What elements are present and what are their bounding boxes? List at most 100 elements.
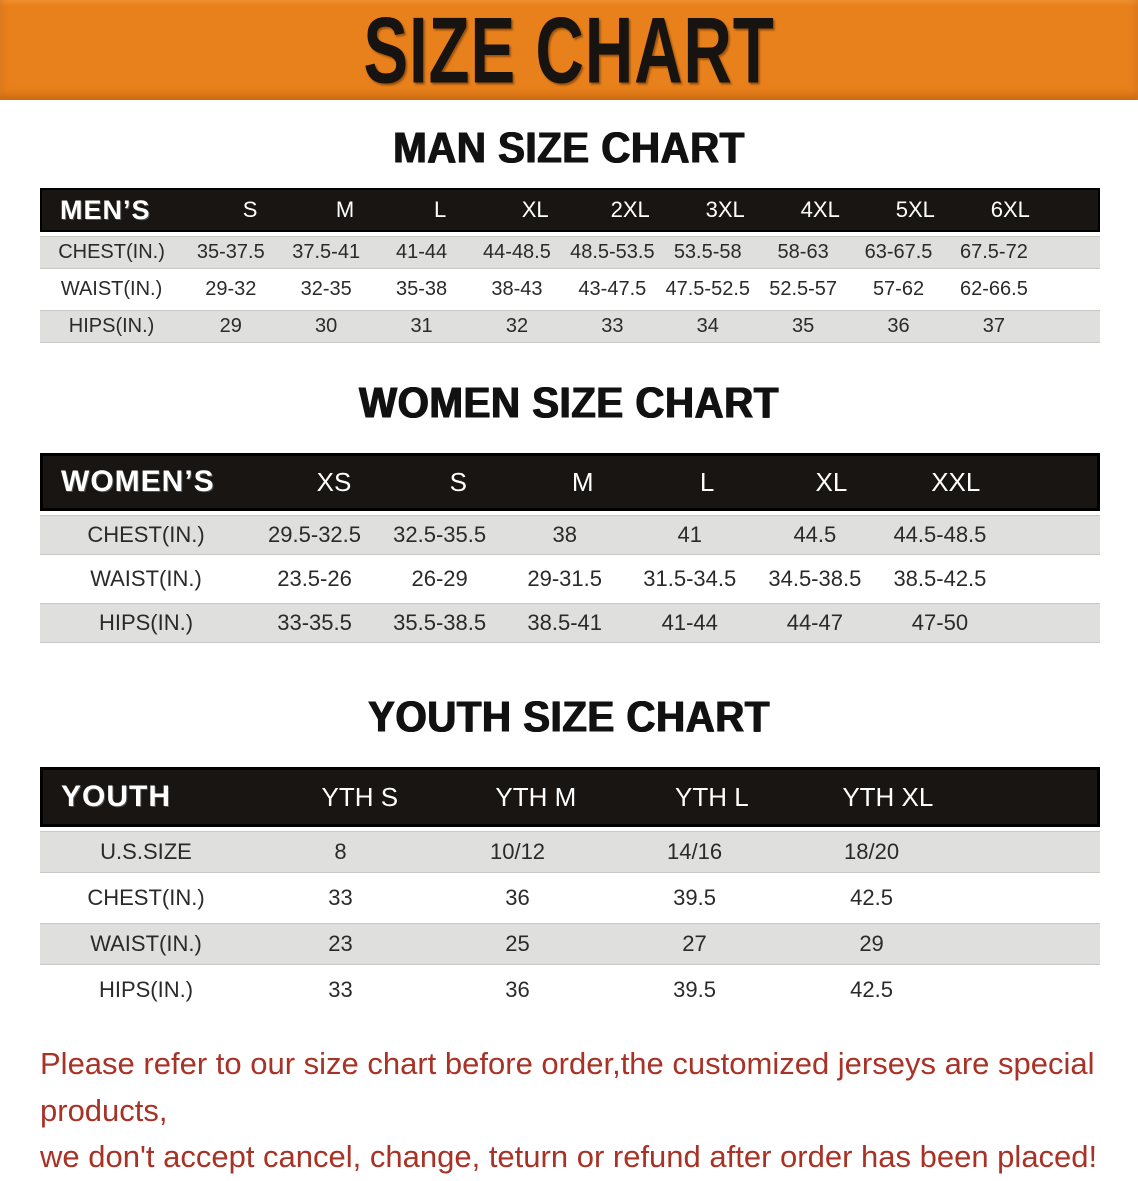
size-value-cell: 41-44 xyxy=(395,241,448,263)
table-row: U.S.SIZE 8 10/12 14/16 18/20 xyxy=(40,831,1100,873)
size-value-cell: 38.5-41 xyxy=(527,610,602,635)
women-size-section: WOMEN SIZE CHART WOMEN’S XS S M L XL XXL CHEST(… xyxy=(0,378,1138,643)
size-value-cell: 29-31.5 xyxy=(527,566,602,591)
size-value-cell: 41 xyxy=(677,522,703,547)
women-size-heading: WOMEN SIZE CHART xyxy=(359,378,779,427)
size-value-cell: 33 xyxy=(601,315,624,337)
row-label: CHEST(IN.) xyxy=(87,522,205,547)
table-row: HIPS(IN.) 33 36 39.5 42.5 xyxy=(40,969,1100,1011)
man-size-heading: MAN SIZE CHART xyxy=(393,123,745,172)
row-label: CHEST(IN.) xyxy=(87,885,205,910)
size-column-header: 4XL xyxy=(800,197,840,222)
size-value-cell: 43-47.5 xyxy=(578,278,647,300)
size-value-cell: 32 xyxy=(505,315,529,337)
table-header-row: WOMEN’S XS S M L XL XXL xyxy=(40,453,1100,511)
size-value-cell: 35.5-38.5 xyxy=(393,610,487,635)
size-value-cell: 31.5-34.5 xyxy=(643,566,737,591)
size-value-cell: 33 xyxy=(328,977,353,1002)
size-value-cell: 47.5-52.5 xyxy=(665,278,750,300)
size-value-cell: 44.5 xyxy=(793,522,837,547)
size-value-cell: 18/20 xyxy=(844,839,900,864)
size-value-cell: 36 xyxy=(887,315,910,337)
size-value-cell: 39.5 xyxy=(673,977,716,1002)
size-column-header: 3XL xyxy=(705,197,745,222)
size-column-header: XL xyxy=(521,197,549,222)
size-value-cell: 25 xyxy=(505,931,530,956)
row-label: WAIST(IN.) xyxy=(60,278,163,300)
man-size-section: MAN SIZE CHART MEN’S S M L XL 2XL 3XL 4XL 5XL 6XL… xyxy=(0,123,1138,343)
size-value-cell: 26-29 xyxy=(411,566,468,591)
size-column-header: YTH S xyxy=(321,781,399,812)
size-value-cell: 44-48.5 xyxy=(483,241,551,263)
size-value-cell: 58-63 xyxy=(777,241,829,263)
size-value-cell: 42.5 xyxy=(850,885,893,910)
size-column-header: M xyxy=(335,197,355,222)
disclaimer-line-2: we don't accept cancel, change, teturn o… xyxy=(40,1139,1098,1174)
row-label: WAIST(IN.) xyxy=(90,566,202,591)
size-value-cell: 23 xyxy=(328,931,353,956)
size-value-cell: 34.5-38.5 xyxy=(768,566,862,591)
size-column-header: XL xyxy=(815,466,848,497)
table-row: CHEST(IN.) 33 36 39.5 42.5 xyxy=(40,877,1100,919)
size-value-cell: 35-37.5 xyxy=(196,241,265,263)
size-value-cell: 38.5-42.5 xyxy=(893,566,987,591)
size-value-cell: 33-35.5 xyxy=(277,610,352,635)
size-value-cell: 63-67.5 xyxy=(864,241,933,263)
table-row: WAIST(IN.) 23.5-26 26-29 29-31.5 31.5-34.5 34… xyxy=(40,559,1100,599)
youth-size-section: YOUTH SIZE CHART YOUTH YTH S YTH M YTH L YTH… xyxy=(0,692,1138,1011)
size-value-cell: 41-44 xyxy=(661,610,718,635)
disclaimer-line-1: Please refer to our size chart before or… xyxy=(40,1046,1095,1128)
size-column-header: YTH L xyxy=(674,781,749,812)
size-value-cell: 37.5-41 xyxy=(292,241,361,263)
table-row: CHEST(IN.) 35-37.5 37.5-41 41-44 44-48.5 48.5… xyxy=(40,236,1100,269)
size-value-cell: 62-66.5 xyxy=(959,278,1028,300)
table-row: HIPS(IN.) 29 30 31 32 33 34 35 36 37 xyxy=(40,310,1100,343)
table-row: HIPS(IN.) 33-35.5 35.5-38.5 38.5-41 41-44 44-… xyxy=(40,603,1100,643)
size-column-header: XS xyxy=(316,466,352,497)
row-label: CHEST(IN.) xyxy=(58,241,165,263)
youth-size-heading: YOUTH SIZE CHART xyxy=(368,692,770,741)
size-value-cell: 29 xyxy=(859,931,884,956)
size-value-cell: 33 xyxy=(328,885,353,910)
size-value-cell: 57-62 xyxy=(872,278,925,300)
size-column-header: YTH M xyxy=(495,781,577,812)
size-value-cell: 36 xyxy=(505,885,530,910)
size-value-cell: 10/12 xyxy=(489,839,546,864)
table-corner-label: WOMEN’S xyxy=(61,465,215,498)
size-value-cell: 36 xyxy=(505,977,530,1002)
size-value-cell: 29.5-32.5 xyxy=(268,522,362,547)
banner-title: SIZE CHART xyxy=(363,0,775,103)
size-value-cell: 31 xyxy=(410,315,433,337)
size-column-header: L xyxy=(699,466,715,497)
size-value-cell: 44-47 xyxy=(786,610,843,635)
disclaimer: Please refer to our size chart before or… xyxy=(40,1041,1124,1181)
size-value-cell: 44.5-48.5 xyxy=(893,522,987,547)
size-value-cell: 34 xyxy=(696,315,719,337)
size-column-header: XXL xyxy=(931,466,981,497)
row-label: HIPS(IN.) xyxy=(68,315,155,337)
size-value-cell: 35-38 xyxy=(395,278,448,300)
size-column-header: S xyxy=(449,466,467,497)
size-value-cell: 29-32 xyxy=(205,278,257,300)
size-column-header: 5XL xyxy=(895,197,935,222)
table-corner-label: MEN’S xyxy=(60,194,151,225)
size-value-cell: 14/16 xyxy=(667,839,723,864)
size-value-cell: 8 xyxy=(334,839,347,864)
size-value-cell: 53.5-58 xyxy=(673,241,742,263)
size-column-header: L xyxy=(434,197,447,222)
size-value-cell: 29 xyxy=(219,315,242,337)
table-header-row: MEN’S S M L XL 2XL 3XL 4XL 5XL 6XL xyxy=(40,188,1100,232)
size-value-cell: 52.5-57 xyxy=(769,278,838,300)
size-value-cell: 38 xyxy=(552,522,577,547)
size-value-cell: 39.5 xyxy=(673,885,716,910)
size-value-cell: 23.5-26 xyxy=(277,566,352,591)
size-value-cell: 35 xyxy=(792,315,815,337)
size-column-header: S xyxy=(242,197,258,222)
women-size-table: WOMEN’S XS S M L XL XXL CHEST(IN.) 29.5-32.5 32.5… xyxy=(40,453,1100,643)
row-label: HIPS(IN.) xyxy=(98,977,194,1002)
size-chart-banner: SIZE CHART xyxy=(0,0,1138,100)
size-column-header: 6XL xyxy=(990,197,1030,222)
youth-size-table: YOUTH YTH S YTH M YTH L YTH XL U.S.SIZE 8 10/12… xyxy=(40,767,1100,1011)
size-value-cell: 67.5-72 xyxy=(959,241,1028,263)
